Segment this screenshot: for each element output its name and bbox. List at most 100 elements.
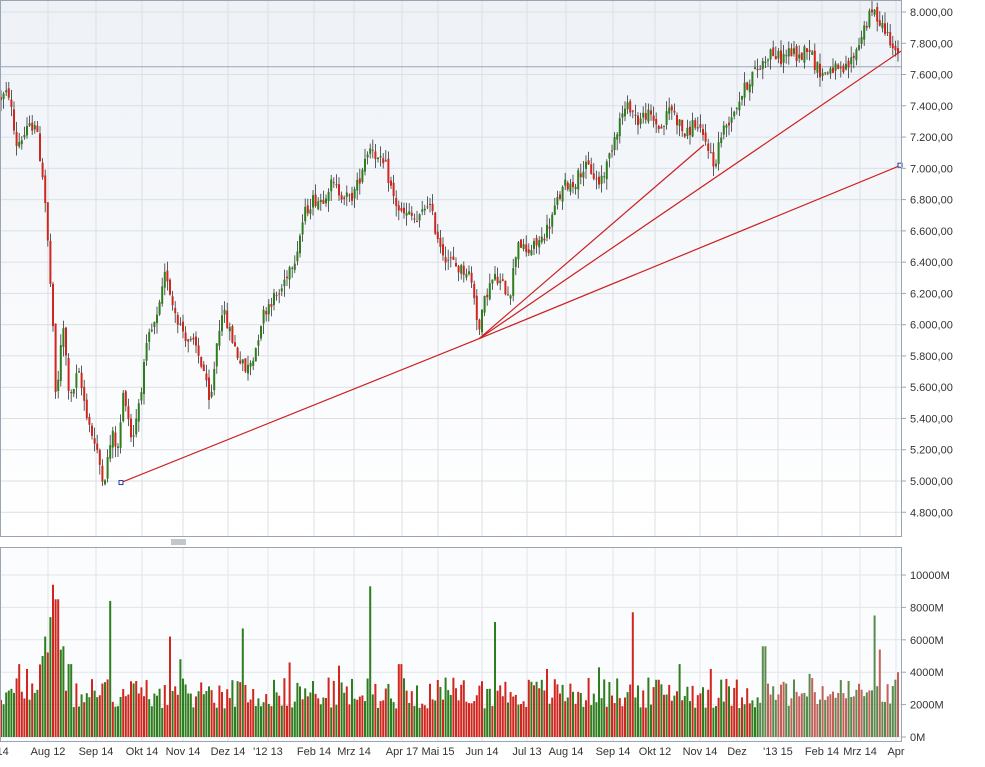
candle-down (590, 164, 593, 174)
trendline-handle[interactable] (118, 480, 124, 486)
candle-up (104, 480, 106, 485)
volume-tick-label: 4000M (910, 667, 944, 679)
volume-bar-down (564, 701, 567, 737)
volume-bar-down (65, 690, 67, 737)
candle-up (663, 125, 665, 127)
candle-down (543, 238, 546, 241)
candle-down (527, 249, 530, 254)
candle-up (145, 342, 148, 361)
time-tick-label: Nov 14 (683, 746, 718, 758)
volume-bar-up (192, 707, 195, 737)
volume-bar-down (478, 685, 481, 737)
candle-down (343, 197, 346, 199)
trendline[interactable] (478, 50, 902, 340)
panel-splitter[interactable] (0, 538, 902, 546)
trendline[interactable] (478, 164, 902, 340)
volume-bar-down (790, 698, 793, 737)
price-plot-border (0, 0, 902, 537)
volume-bar-down (546, 668, 548, 737)
volume-bar-up (761, 646, 764, 737)
candle-down (166, 270, 169, 282)
candle-down (806, 48, 808, 52)
candle-up (769, 49, 772, 60)
time-tick-label: Mrz 14 (843, 746, 877, 758)
volume-bar-up (655, 679, 658, 737)
volume-bar-up (772, 686, 775, 737)
volume-bar-down (410, 691, 413, 737)
volume-bar-down (780, 684, 782, 737)
candle-down (286, 276, 288, 279)
volume-bar-down (813, 692, 816, 737)
candle-up (738, 101, 741, 111)
candle-down (436, 231, 439, 240)
volume-bar-up (608, 681, 611, 737)
volume-bar-down (709, 668, 712, 737)
volume-bar-up (598, 667, 600, 737)
candle-down (455, 262, 457, 267)
volume-bar-up (494, 621, 496, 737)
candle-up (280, 288, 283, 292)
volume-bar-down (852, 696, 855, 737)
candle-up (787, 48, 790, 57)
volume-bar-down (166, 705, 169, 737)
candle-up (621, 113, 624, 118)
volume-bar-up (369, 586, 372, 737)
candle-up (106, 456, 109, 479)
candle-up (293, 263, 296, 270)
volume-bar-up (660, 684, 663, 737)
candle-up (296, 251, 299, 262)
candle-down (96, 443, 99, 450)
candle-down (449, 257, 452, 259)
time-tick-label: Jul 13 (512, 746, 541, 758)
candle-down (681, 119, 684, 132)
volume-bar-up (330, 707, 333, 737)
time-tick-label: Sep 14 (596, 746, 631, 758)
candle-up (855, 49, 858, 61)
volume-bar-up (148, 699, 151, 737)
volume-bar-up (72, 707, 75, 737)
volume-bar-down (538, 688, 541, 737)
candle-down (332, 182, 335, 184)
volume-bar-down (514, 694, 517, 737)
volume-bar-down (210, 690, 213, 737)
volume-bar-down (748, 703, 751, 737)
candle-up (816, 61, 819, 73)
volume-bar-down (605, 706, 608, 737)
volume-bar-down (527, 679, 530, 737)
candle-up (377, 157, 379, 160)
candle-up (135, 418, 138, 435)
candle-up (717, 142, 720, 165)
candle-down (595, 178, 598, 180)
volume-bar-up (507, 702, 509, 737)
trendline[interactable] (478, 144, 705, 340)
volume-bar-down (522, 701, 525, 737)
candle-up (730, 117, 733, 123)
trendline[interactable] (120, 338, 480, 484)
volume-bar-up (262, 702, 265, 737)
volume-bar-up (678, 664, 681, 737)
volume-bar-down (512, 696, 515, 737)
candle-down (127, 406, 130, 420)
volume-bar-down (816, 703, 819, 737)
candle-down (184, 332, 187, 341)
candle-up (57, 379, 60, 391)
volume-bar-down (543, 690, 546, 737)
splitter-grip-icon[interactable] (171, 539, 186, 545)
candle-up (686, 127, 689, 136)
candle-down (439, 238, 442, 247)
volume-bar-down (228, 698, 231, 737)
candle-down (475, 295, 478, 320)
volume-bar-up (715, 706, 717, 737)
volume-bar-up (639, 707, 642, 737)
volume-bar-down (663, 694, 665, 737)
volume-tick-label: 8000M (910, 602, 944, 614)
volume-bar-down (288, 662, 291, 737)
candle-down (7, 88, 10, 98)
candle-down (504, 280, 507, 295)
volume-bar-down (374, 683, 377, 737)
volume-bar-down (244, 684, 247, 737)
candle-down (839, 67, 842, 69)
volume-bar-down (681, 700, 684, 737)
candle-down (444, 257, 447, 263)
price-tick-label: 4.800,00 (910, 507, 953, 519)
